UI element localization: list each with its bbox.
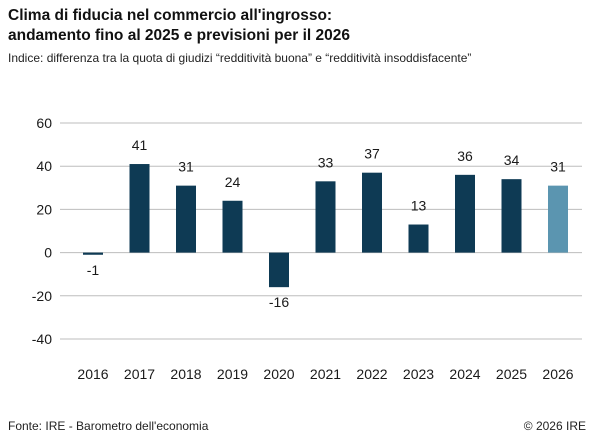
bar bbox=[315, 181, 336, 253]
y-tick-label: 0 bbox=[44, 245, 52, 261]
x-tick-label: 2019 bbox=[217, 366, 248, 382]
data-label: 31 bbox=[550, 159, 566, 175]
bar bbox=[129, 164, 150, 253]
y-axis: 60 40 20 0 -20 -40 bbox=[32, 115, 52, 347]
bar bbox=[222, 200, 243, 253]
x-tick-label: 2018 bbox=[170, 366, 201, 382]
x-tick-label: 2021 bbox=[310, 366, 341, 382]
y-tick-label: 20 bbox=[36, 201, 52, 217]
bar bbox=[501, 179, 522, 253]
bar bbox=[548, 185, 568, 253]
data-label: 41 bbox=[132, 137, 148, 153]
chart-title-line-2: andamento fino al 2025 e previsioni per … bbox=[8, 27, 350, 44]
data-label: 36 bbox=[457, 148, 473, 164]
chart-title-line-1: Clima di fiducia nel commercio all'ingro… bbox=[8, 7, 333, 24]
data-labels: -1 41 31 24 -16 33 37 13 36 34 31 bbox=[87, 137, 566, 310]
bars bbox=[83, 164, 568, 288]
x-tick-label: 2022 bbox=[356, 366, 387, 382]
data-label: 24 bbox=[225, 174, 241, 190]
x-tick-label: 2026 bbox=[542, 366, 573, 382]
bar bbox=[269, 252, 289, 288]
y-tick-label: -20 bbox=[32, 288, 52, 304]
bar-chart: 60 40 20 0 -20 -40 -1 41 31 24 -16 33 37 13 36 34 31 20… bbox=[32, 115, 582, 382]
x-tick-label: 2017 bbox=[124, 366, 155, 382]
bar bbox=[83, 252, 103, 255]
chart-subtitle: Indice: differenza tra la quota di giudi… bbox=[8, 51, 472, 65]
bar bbox=[455, 174, 475, 253]
chart-title: Clima di fiducia nel commercio all'ingro… bbox=[8, 6, 588, 46]
x-tick-label: 2025 bbox=[496, 366, 527, 382]
bar bbox=[362, 172, 382, 253]
x-tick-label: 2016 bbox=[77, 366, 108, 382]
y-tick-label: -40 bbox=[32, 331, 52, 347]
data-label: -16 bbox=[269, 294, 289, 310]
bar bbox=[176, 185, 196, 253]
data-label: 37 bbox=[364, 146, 380, 162]
data-label: 33 bbox=[318, 154, 334, 170]
y-tick-label: 60 bbox=[36, 115, 52, 131]
data-label: 31 bbox=[178, 159, 194, 175]
source-note: Fonte: IRE - Barometro dell'economia bbox=[8, 419, 209, 433]
data-label: 34 bbox=[504, 152, 520, 168]
bar bbox=[408, 224, 429, 253]
x-axis: 2016 2017 2018 2019 2020 2021 2022 2023 2024 2025… bbox=[77, 366, 573, 382]
data-label: 13 bbox=[411, 198, 427, 214]
data-label: -1 bbox=[87, 262, 100, 278]
x-tick-label: 2023 bbox=[403, 366, 434, 382]
x-tick-label: 2024 bbox=[449, 366, 480, 382]
y-tick-label: 40 bbox=[36, 158, 52, 174]
x-tick-label: 2020 bbox=[263, 366, 294, 382]
copyright-note: © 2026 IRE bbox=[523, 419, 586, 433]
